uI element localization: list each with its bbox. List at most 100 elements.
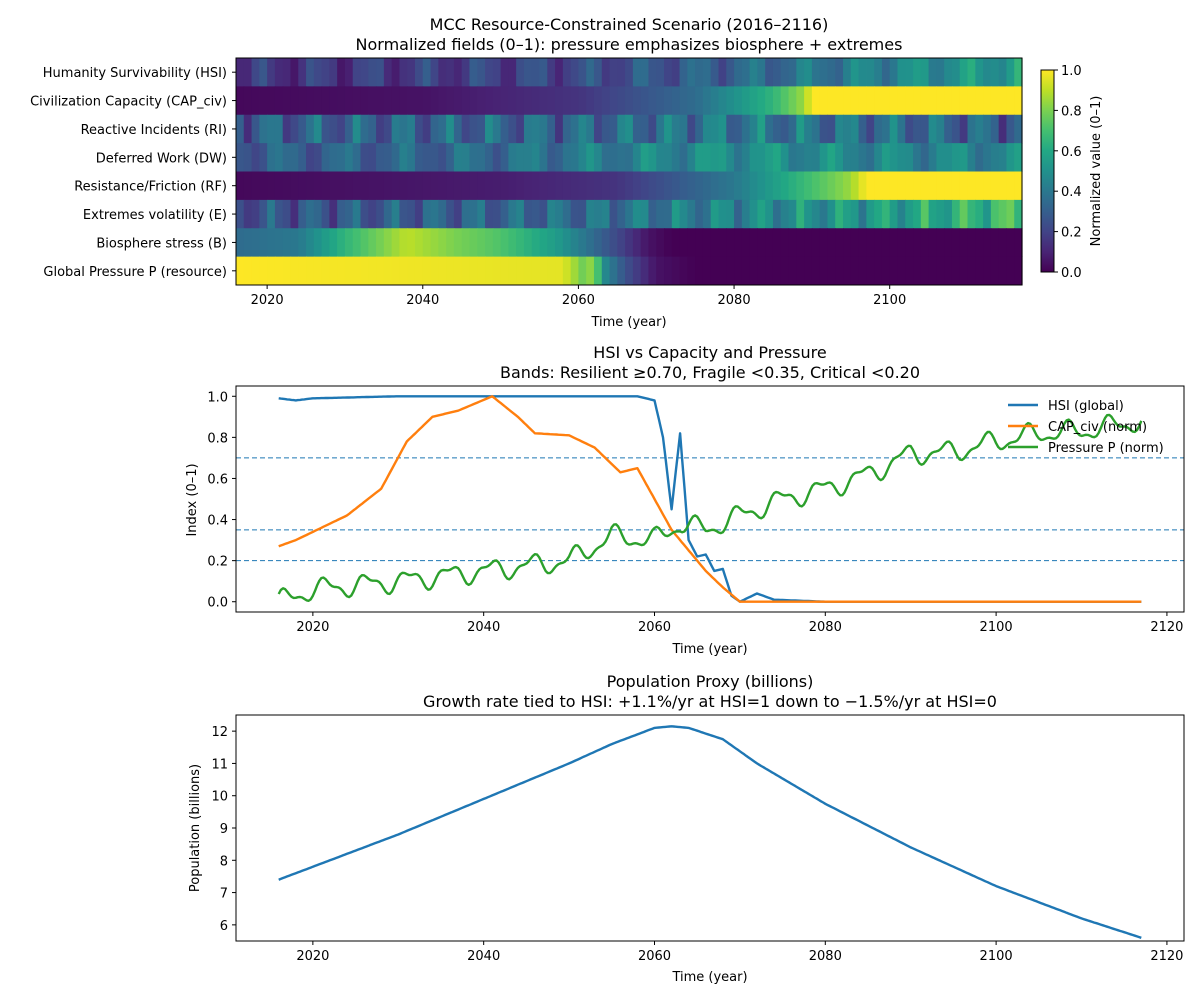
colorbar-label: Normalized value (0–1) bbox=[1089, 96, 1104, 247]
heatmap-cell bbox=[236, 143, 245, 172]
heatmap-cell bbox=[547, 143, 556, 172]
heatmap-cell bbox=[251, 58, 260, 87]
heatmap-cell bbox=[858, 143, 867, 172]
heatmap-row bbox=[236, 143, 1023, 172]
heatmap-cell bbox=[414, 199, 424, 229]
heatmap-cell bbox=[508, 58, 517, 87]
heatmap-cell bbox=[944, 143, 953, 172]
heatmap-cell bbox=[920, 86, 930, 116]
heatmap-cell bbox=[710, 256, 720, 286]
heatmap-cell bbox=[251, 256, 260, 286]
heatmap-cell bbox=[772, 256, 782, 286]
heatmap-cell bbox=[414, 143, 424, 172]
heatmap-cell bbox=[430, 114, 439, 144]
heatmap-cell bbox=[547, 58, 556, 87]
heatmap-cell bbox=[251, 143, 260, 172]
heatmap-cell bbox=[399, 228, 408, 258]
heatmap-cell bbox=[446, 199, 455, 229]
hsi-bands bbox=[236, 457, 1184, 562]
heatmap-cell bbox=[446, 143, 455, 172]
heatmap-cell bbox=[788, 58, 797, 87]
heatmap-cell bbox=[383, 228, 393, 258]
heatmap-cell bbox=[913, 256, 922, 286]
heatmap-cell bbox=[1006, 58, 1015, 87]
heatmap-cell bbox=[866, 171, 875, 201]
heatmap-cell bbox=[850, 114, 860, 144]
heatmap-cell bbox=[718, 228, 727, 258]
heatmap-cell bbox=[383, 256, 393, 286]
heatmap-cell bbox=[710, 86, 720, 116]
heatmap-cell bbox=[267, 143, 276, 172]
heatmap-cell bbox=[889, 199, 899, 229]
heatmap-cell bbox=[757, 228, 766, 258]
heatmap-cell bbox=[874, 114, 883, 144]
colorbar-tick-label: 0.0 bbox=[1061, 266, 1082, 281]
heatmap-cell bbox=[267, 256, 276, 286]
heatmap-x-tick-label: 2060 bbox=[562, 293, 595, 308]
heatmap-cell bbox=[321, 171, 330, 201]
heatmap-cell bbox=[687, 228, 696, 258]
heatmap-cell bbox=[586, 114, 595, 144]
heatmap-cell bbox=[811, 114, 821, 144]
heatmap-cell bbox=[500, 114, 509, 144]
heatmap-cell bbox=[835, 114, 844, 144]
heatmap-cell bbox=[928, 256, 937, 286]
heatmap-row bbox=[236, 86, 1023, 116]
heatmap-cell bbox=[858, 199, 867, 229]
heatmap-cell bbox=[344, 114, 354, 144]
heatmap-cell bbox=[601, 256, 611, 286]
population-panel: Population Proxy (billions) Growth rate … bbox=[188, 672, 1185, 985]
heatmap-cell bbox=[687, 171, 696, 201]
heatmap-cell bbox=[640, 58, 650, 87]
heatmap-cell bbox=[422, 256, 432, 286]
heatmap-row-label: Resistance/Friction (RF) bbox=[74, 180, 227, 195]
heatmap-cell bbox=[399, 143, 408, 172]
heatmap-cell bbox=[702, 228, 712, 258]
heatmap-cell bbox=[617, 86, 626, 116]
heatmap-cell bbox=[492, 256, 502, 286]
heatmap-cell bbox=[337, 171, 346, 201]
heatmap-cell bbox=[352, 58, 362, 87]
population-x-ticks: 2020 2040 2060 2080 2100 2120 bbox=[296, 941, 1183, 964]
population-title: Population Proxy (billions) bbox=[607, 672, 814, 691]
heatmap-cell bbox=[687, 86, 696, 116]
heatmap-cell bbox=[827, 228, 836, 258]
heatmap-cell bbox=[1006, 114, 1015, 144]
heatmap-cell bbox=[329, 228, 338, 258]
heatmap-cell bbox=[438, 86, 447, 116]
heatmap-cell bbox=[928, 199, 937, 229]
heatmap-cell bbox=[609, 228, 618, 258]
heatmap-cell bbox=[679, 228, 688, 258]
heatmap-cell bbox=[539, 199, 548, 229]
heatmap-cell bbox=[267, 228, 276, 258]
heatmap-cell bbox=[726, 171, 735, 201]
heatmap-cell bbox=[967, 199, 976, 229]
heatmap-cell bbox=[337, 256, 346, 286]
heatmap-cell bbox=[726, 58, 735, 87]
heatmap-cell bbox=[632, 199, 642, 229]
heatmap-cell bbox=[796, 171, 805, 201]
heatmap-cell bbox=[290, 114, 299, 144]
heatmap-cell bbox=[562, 171, 572, 201]
heatmap-cell bbox=[804, 199, 813, 229]
heatmap-cell bbox=[306, 256, 315, 286]
heatmap-cell bbox=[523, 256, 533, 286]
heatmap-cell bbox=[632, 228, 642, 258]
heatmap-cell bbox=[352, 199, 362, 229]
y-tick-label: 1.0 bbox=[207, 390, 228, 405]
heatmap-cell bbox=[243, 256, 253, 286]
heatmap-cell bbox=[609, 199, 618, 229]
heatmap-cell bbox=[843, 143, 852, 172]
heatmap-cell bbox=[593, 114, 603, 144]
heatmap-cell bbox=[625, 171, 634, 201]
heatmap-cell bbox=[578, 228, 587, 258]
heatmap-cell bbox=[422, 143, 432, 172]
heatmap-cell bbox=[718, 143, 727, 172]
heatmap-cell bbox=[749, 199, 758, 229]
heatmap-cell bbox=[329, 58, 338, 87]
heatmap-cell bbox=[975, 228, 984, 258]
heatmap-cell bbox=[640, 143, 650, 172]
heatmap-cell bbox=[313, 171, 323, 201]
heatmap-cell bbox=[640, 199, 650, 229]
heatmap-cell bbox=[376, 58, 385, 87]
